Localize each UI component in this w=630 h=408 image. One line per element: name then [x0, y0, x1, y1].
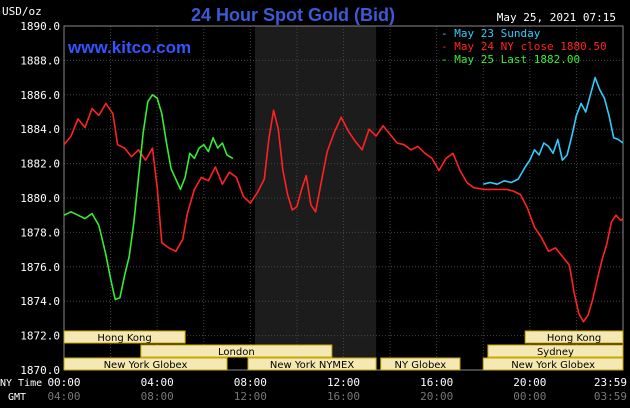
y-tick-label: 1884.0	[20, 123, 60, 136]
nymex-shade-rect	[254, 26, 377, 370]
market-bar	[524, 330, 624, 344]
y-tick-label: 1878.0	[20, 226, 60, 239]
y-tick-label: 1880.0	[20, 192, 60, 205]
nymex-session-shade	[254, 26, 377, 370]
market-label: London	[218, 347, 255, 358]
market-sessions: Hong Kong Hong Kong London Sydney New York G…	[63, 330, 624, 371]
y-axis: 1890.0 1888.0 1886.0 1884.0 1882.0 1880.0 1878…	[20, 20, 60, 377]
market-session: New York NYMEX	[247, 357, 377, 371]
market-label: Hong Kong	[97, 333, 151, 344]
market-session: Hong Kong	[63, 330, 186, 344]
gridlines	[63, 25, 624, 371]
legend-entry: - May 24 NY close 1880.50	[441, 40, 607, 53]
x-tick-label-ny: 08:00	[234, 376, 267, 389]
chart-title: 24 Hour Spot Gold (Bid)	[191, 5, 395, 25]
market-bar	[63, 330, 186, 344]
market-label: NY Globex	[395, 360, 447, 371]
series-lines	[63, 76, 624, 323]
x-tick-label-gmt: 16:00	[327, 390, 360, 403]
series-line-1	[63, 102, 624, 323]
market-session: New York Globex	[482, 357, 624, 371]
market-bar	[380, 357, 461, 371]
market-bar	[487, 344, 624, 358]
market-session: NY Globex	[380, 357, 461, 371]
legend: - May 23 Sunday- May 24 NY close 1880.50…	[441, 27, 607, 66]
x-tick-label-gmt: 00:00	[513, 390, 546, 403]
market-session: Hong Kong	[524, 330, 624, 344]
market-session: Sydney	[487, 344, 624, 358]
market-label: Sydney	[537, 347, 574, 358]
market-session: London	[140, 344, 333, 358]
x-row1-label: NY Time	[0, 378, 42, 389]
series-line-0	[483, 76, 624, 185]
x-tick-label-gmt: 04:00	[47, 390, 80, 403]
y-tick-label: 1888.0	[20, 54, 60, 67]
y-tick-label: 1890.0	[20, 20, 60, 33]
legend-entry: - May 25 Last 1882.00	[441, 53, 580, 66]
y-tick-label: 1870.0	[20, 364, 60, 377]
y-tick-label: 1874.0	[20, 295, 60, 308]
market-label: Hong Kong	[547, 333, 601, 344]
legend-entry: - May 23 Sunday	[441, 27, 541, 40]
market-session: New York Globex	[63, 357, 228, 371]
x-tick-label-gmt: 08:00	[141, 390, 174, 403]
market-bar	[482, 357, 624, 371]
x-row2-label: GMT	[8, 392, 26, 403]
y-tick-label: 1886.0	[20, 89, 60, 102]
y-unit-label: USD/oz	[2, 5, 42, 18]
x-tick-label-gmt: 12:00	[234, 390, 267, 403]
x-tick-label-gmt: 03:59	[594, 390, 627, 403]
market-bar	[247, 357, 377, 371]
watermark: www.kitco.com	[67, 38, 191, 57]
market-label: New York NYMEX	[270, 360, 355, 371]
market-bar	[140, 344, 333, 358]
x-tick-label-ny: 16:00	[420, 376, 453, 389]
market-bar	[63, 357, 228, 371]
x-tick-label-ny: 20:00	[513, 376, 546, 389]
x-tick-label-ny: 23:59	[594, 376, 627, 389]
x-tick-label-ny: 00:00	[47, 376, 80, 389]
market-label: New York Globex	[511, 360, 595, 371]
series-line-2	[63, 94, 234, 301]
y-tick-label: 1882.0	[20, 158, 60, 171]
y-tick-label: 1876.0	[20, 261, 60, 274]
x-tick-label-ny: 12:00	[327, 376, 360, 389]
x-tick-label-ny: 04:00	[141, 376, 174, 389]
market-label: New York Globex	[104, 360, 188, 371]
timestamp: May 25, 2021 07:15	[497, 11, 616, 24]
x-tick-label-gmt: 20:00	[420, 390, 453, 403]
y-tick-label: 1872.0	[20, 330, 60, 343]
